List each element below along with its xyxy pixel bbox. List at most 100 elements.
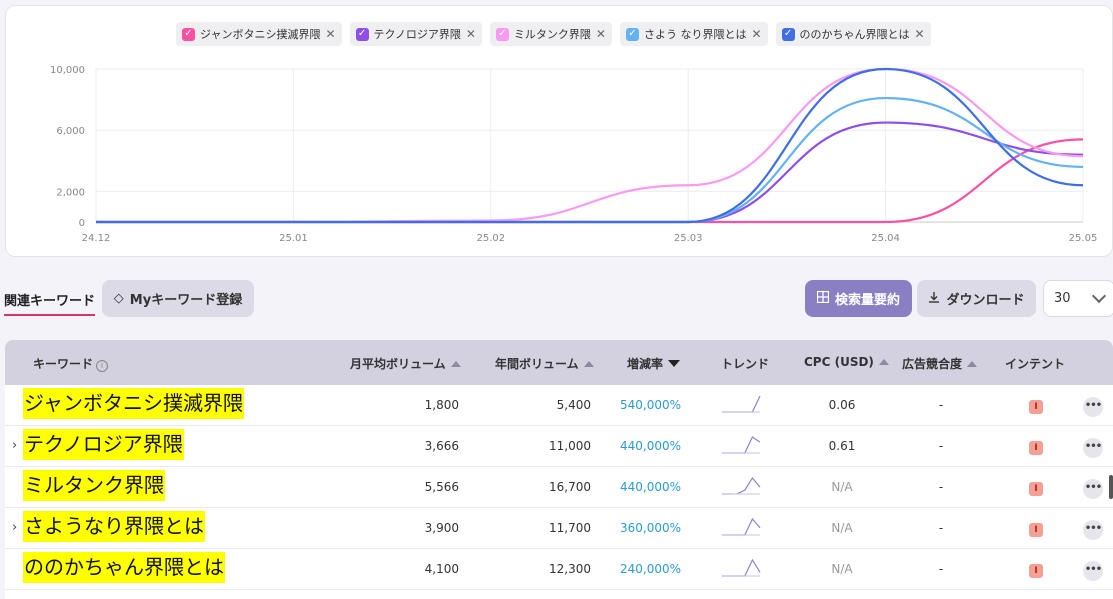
- keyword-table-body: ジャンボタニシ撲滅界隈 1,800 5,400 540,000% 0.06 - I ••• › テ…: [5, 385, 1113, 599]
- yearly-volume-cell: 11,700: [549, 521, 591, 535]
- growth-rate-cell: 440,000%: [619, 480, 681, 494]
- header-cpc[interactable]: CPC (USD): [804, 355, 889, 369]
- more-options-icon[interactable]: •••: [1083, 479, 1103, 499]
- header-keyword: キーワード i: [33, 355, 109, 372]
- trend-sparkline: [722, 476, 761, 495]
- legend-item[interactable]: ✓ ミルタンク界隈 ✕: [489, 22, 612, 46]
- header-monthly-label: 月平均ボリューム: [350, 357, 446, 371]
- legend-label: テクノロジア界隈: [373, 28, 461, 41]
- rows-per-page-value: 30: [1054, 291, 1071, 306]
- monthly-volume-cell: 3,900: [424, 521, 459, 535]
- table-row[interactable]: ミルタンク界隈 5,566 16,700 440,000% N/A - I •••: [5, 467, 1113, 508]
- download-icon: [928, 291, 940, 307]
- legend-item[interactable]: ✓ さよう なり界隈とは ✕: [619, 22, 768, 46]
- keyword-cell[interactable]: ミルタンク界隈: [23, 470, 165, 501]
- competition-cell: -: [938, 439, 944, 453]
- more-options-icon[interactable]: •••: [1083, 397, 1103, 417]
- sparkline-path: [722, 517, 761, 536]
- chevron-right-icon[interactable]: ›: [12, 520, 18, 535]
- close-icon[interactable]: ✕: [914, 27, 925, 41]
- intent-badge: I: [1029, 441, 1043, 455]
- table-row[interactable]: › さようなり界隈とは 3,900 11,700 360,000% N/A - I •••: [5, 508, 1113, 549]
- competition-cell: -: [938, 398, 944, 412]
- competition-cell: -: [938, 480, 944, 494]
- table-row[interactable]: ジャンボタニシ撲滅界隈 1,800 5,400 540,000% 0.06 - I •••: [5, 385, 1113, 426]
- x-tick-label: 24.12: [82, 233, 111, 244]
- header-keyword-label: キーワード: [33, 357, 94, 371]
- table-row[interactable]: ののかちゃん界隈とは 4,100 12,300 240,000% N/A - I •••: [5, 549, 1113, 590]
- monthly-volume-cell: 1,800: [424, 398, 459, 412]
- cpc-cell: N/A: [831, 562, 853, 576]
- legend-label: ののかちゃん界隈とは: [799, 28, 910, 41]
- growth-rate-cell: 440,000%: [619, 439, 681, 453]
- keyword-cell[interactable]: さようなり界隈とは: [23, 511, 205, 542]
- cpc-cell: 0.06: [828, 398, 856, 412]
- header-competition[interactable]: 広告競合度: [902, 355, 978, 372]
- legend-label: ミルタンク界隈: [513, 28, 591, 41]
- sort-up-icon: [583, 361, 594, 367]
- header-growth-rate[interactable]: 増減率: [627, 355, 681, 372]
- header-trend: トレンド: [721, 357, 770, 371]
- sparkline-path: [722, 436, 761, 454]
- chevron-right-icon[interactable]: ›: [12, 438, 18, 453]
- download-button[interactable]: ダウンロード: [917, 280, 1036, 317]
- header-yearly-label: 年間ボリューム: [495, 357, 579, 371]
- keyword-cell[interactable]: ジャンボタニシ撲滅界隈: [23, 388, 244, 419]
- diamond-icon: ◇: [113, 291, 124, 306]
- header-monthly-volume[interactable]: 月平均ボリューム: [350, 355, 461, 372]
- my-keyword-register-button[interactable]: ◇ Myキーワード登録: [102, 280, 254, 317]
- search-volume-summary-button[interactable]: 検索量要約: [805, 280, 912, 317]
- legend-item[interactable]: ✓ ジャンボタニシ撲滅界隈 ✕: [176, 22, 342, 46]
- keyword-cell[interactable]: ののかちゃん界隈とは: [23, 552, 225, 583]
- sort-up-icon: [878, 359, 889, 365]
- yearly-volume-cell: 5,400: [556, 398, 591, 412]
- sparkline-path: [722, 476, 761, 495]
- info-icon[interactable]: i: [96, 360, 109, 372]
- more-options-icon[interactable]: •••: [1083, 438, 1103, 458]
- legend-item[interactable]: ✓ テクノロジア界隈 ✕: [349, 22, 482, 46]
- trend-chart-card: ✓ ジャンボタニシ撲滅界隈 ✕ ✓ テクノロジア界隈 ✕ ✓ ミルタンク界隈 ✕ ✓ さよう なり界…: [5, 5, 1113, 257]
- keyword-cell[interactable]: テクノロジア界隈: [23, 429, 184, 460]
- header-cpc-label: CPC (USD): [804, 355, 874, 369]
- close-icon[interactable]: ✕: [325, 27, 336, 41]
- checkbox-icon[interactable]: ✓: [495, 27, 509, 41]
- growth-rate-cell: 360,000%: [619, 521, 681, 535]
- keyword-tabs-row: 関連キーワード ◇ Myキーワード登録 検索量要約 ダウンロード 30: [0, 280, 1113, 320]
- cpc-cell: N/A: [831, 521, 853, 535]
- checkbox-icon[interactable]: ✓: [355, 27, 369, 41]
- checkbox-icon[interactable]: ✓: [625, 27, 639, 41]
- more-options-icon[interactable]: •••: [1083, 520, 1103, 540]
- intent-badge: I: [1029, 564, 1043, 578]
- more-options-icon[interactable]: •••: [1083, 561, 1103, 581]
- sort-up-icon: [967, 361, 978, 367]
- x-tick-label: 25.04: [871, 233, 900, 244]
- x-tick-label: 25.03: [674, 233, 703, 244]
- header-yearly-volume[interactable]: 年間ボリューム: [495, 355, 594, 372]
- growth-rate-cell: 540,000%: [619, 398, 681, 412]
- legend-label: ジャンボタニシ撲滅界隈: [200, 28, 321, 41]
- legend-item[interactable]: ✓ ののかちゃん界隈とは ✕: [775, 22, 931, 46]
- rows-per-page-select[interactable]: 30: [1043, 280, 1113, 317]
- chart-legend: ✓ ジャンボタニシ撲滅界隈 ✕ ✓ テクノロジア界隈 ✕ ✓ ミルタンク界隈 ✕ ✓ さよう なり界…: [176, 22, 931, 46]
- checkbox-icon[interactable]: ✓: [781, 27, 795, 41]
- monthly-volume-cell: 4,100: [424, 562, 459, 576]
- close-icon[interactable]: ✕: [595, 27, 606, 41]
- header-intent: インテント: [1005, 357, 1066, 371]
- sort-up-icon: [450, 361, 461, 367]
- yearly-volume-cell: 16,700: [549, 480, 591, 494]
- series-line: [95, 67, 1084, 224]
- trend-sparkline: [722, 436, 761, 454]
- y-tick-label: 2,000: [56, 187, 85, 198]
- series-line: [95, 67, 1084, 224]
- sort-down-icon: [668, 360, 681, 367]
- monthly-volume-cell: 5,566: [424, 480, 459, 494]
- table-row[interactable]: › テクノロジア界隈 3,666 11,000 440,000% 0.61 - I •••: [5, 426, 1113, 467]
- checkbox-icon[interactable]: ✓: [182, 27, 195, 41]
- close-icon[interactable]: ✕: [465, 27, 476, 41]
- grid-icon: [816, 290, 830, 307]
- close-icon[interactable]: ✕: [751, 27, 762, 41]
- y-tick-label: 0: [79, 218, 85, 229]
- scrollbar-thumb[interactable]: [1109, 475, 1113, 499]
- monthly-volume-cell: 3,666: [424, 439, 459, 453]
- tab-related-keywords[interactable]: 関連キーワード: [4, 290, 96, 316]
